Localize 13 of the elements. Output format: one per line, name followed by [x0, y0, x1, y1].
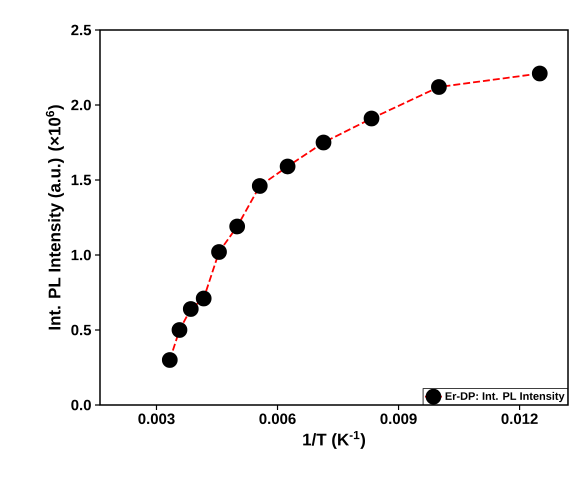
x-tick-label: 0.012 — [501, 413, 538, 424]
x-tick-label: 0.009 — [380, 413, 417, 424]
y-tick-label: 1.0 — [72, 250, 91, 260]
legend-label: Er-DP: Int. PL Intensity — [446, 392, 565, 402]
y-tick-label: 0.5 — [71, 324, 92, 336]
y-tick-label: 2.5 — [71, 24, 92, 36]
y-axis-title: Int. PL Intensity (a.u.) (×10$^{6}$) — [46, 105, 64, 330]
y-tick-label: 2.0 — [71, 100, 91, 110]
x-tick-label: 0.006 — [259, 413, 296, 424]
x-axis-title: 1/T (K$^{-1}$) — [303, 430, 366, 449]
y-tick-label: 0.0 — [71, 400, 91, 410]
y-tick-label: 1.5 — [72, 174, 92, 186]
x-tick-label: 0.003 — [138, 413, 175, 424]
